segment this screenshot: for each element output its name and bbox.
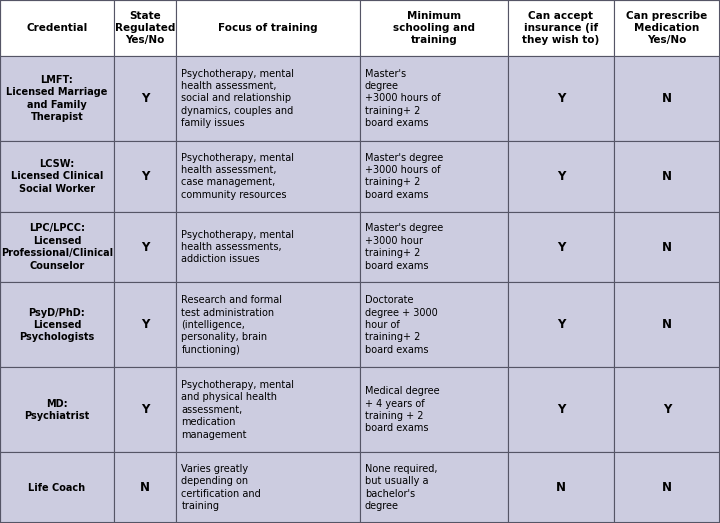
Text: Psychotherapy, mental
health assessment,
case management,
community resources: Psychotherapy, mental health assessment,… [181,153,294,200]
Bar [0,282,114,367]
Text: Y: Y [141,241,149,254]
Bar [614,282,720,367]
Bar [0,141,114,212]
Text: LCSW:
Licensed Clinical
Social Worker: LCSW: Licensed Clinical Social Worker [11,159,103,194]
Text: Psychotherapy, mental
health assessment,
social and relationship
dynamics, coupl: Psychotherapy, mental health assessment,… [181,69,294,128]
Bar [114,212,176,282]
Bar [114,0,176,56]
Bar [508,0,614,56]
Bar [508,282,614,367]
Text: Psychotherapy, mental
and physical health
assessment,
medication
management: Psychotherapy, mental and physical healt… [181,380,294,439]
Bar [360,452,508,523]
Text: N: N [662,481,672,494]
Bar [176,367,360,452]
Text: Y: Y [663,403,671,416]
Text: Y: Y [557,241,565,254]
Bar [176,56,360,141]
Text: Y: Y [557,170,565,183]
Bar [114,367,176,452]
Text: Minimum
schooling and
training: Minimum schooling and training [393,10,474,46]
Bar [0,56,114,141]
Bar [176,452,360,523]
Text: None required,
but usually a
bachelor's
degree: None required, but usually a bachelor's … [365,464,438,511]
Bar [360,141,508,212]
Text: Focus of training: Focus of training [218,23,318,33]
Text: N: N [662,92,672,105]
Text: N: N [662,170,672,183]
Text: LMFT:
Licensed Marriage
and Family
Therapist: LMFT: Licensed Marriage and Family Thera… [6,75,107,122]
Bar [0,0,114,56]
Text: Master's
degree
+3000 hours of
training+ 2
board exams: Master's degree +3000 hours of training+… [365,69,441,128]
Text: Y: Y [141,170,149,183]
Bar [614,141,720,212]
Bar [176,282,360,367]
Bar [614,212,720,282]
Text: State
Regulated
Yes/No: State Regulated Yes/No [115,10,175,46]
Text: Y: Y [141,319,149,332]
Bar [614,56,720,141]
Bar [614,452,720,523]
Text: Y: Y [557,403,565,416]
Text: Can accept
insurance (if
they wish to): Can accept insurance (if they wish to) [522,10,600,46]
Text: Credential: Credential [26,23,88,33]
Text: Life Coach: Life Coach [28,483,86,493]
Text: Psychotherapy, mental
health assessments,
addiction issues: Psychotherapy, mental health assessments… [181,230,294,265]
Bar [0,367,114,452]
Bar [0,212,114,282]
Bar [360,212,508,282]
Text: PsyD/PhD:
Licensed
Psychologists: PsyD/PhD: Licensed Psychologists [19,308,94,343]
Text: Medical degree
+ 4 years of
training + 2
board exams: Medical degree + 4 years of training + 2… [365,386,440,434]
Bar [508,452,614,523]
Bar [114,452,176,523]
Text: Master's degree
+3000 hours of
training+ 2
board exams: Master's degree +3000 hours of training+… [365,153,444,200]
Bar [176,141,360,212]
Text: N: N [662,241,672,254]
Bar [176,0,360,56]
Bar [508,141,614,212]
Text: Doctorate
degree + 3000
hour of
training+ 2
board exams: Doctorate degree + 3000 hour of training… [365,295,438,355]
Text: Y: Y [141,92,149,105]
Bar [508,367,614,452]
Text: Research and formal
test administration
(intelligence,
personality, brain
functi: Research and formal test administration … [181,295,282,355]
Text: N: N [662,319,672,332]
Bar [114,56,176,141]
Text: MD:
Psychiatrist: MD: Psychiatrist [24,399,89,421]
Bar [508,56,614,141]
Bar [360,56,508,141]
Bar [360,282,508,367]
Text: N: N [140,481,150,494]
Bar [0,452,114,523]
Bar [614,367,720,452]
Bar [360,367,508,452]
Text: Varies greatly
depending on
certification and
training: Varies greatly depending on certificatio… [181,464,261,511]
Bar [114,141,176,212]
Text: Master's degree
+3000 hour
training+ 2
board exams: Master's degree +3000 hour training+ 2 b… [365,223,444,271]
Bar [176,212,360,282]
Text: Y: Y [557,319,565,332]
Bar [114,282,176,367]
Bar [614,0,720,56]
Text: LPC/LPCC:
Licensed
Professional/Clinical
Counselor: LPC/LPCC: Licensed Professional/Clinical… [1,223,113,271]
Text: Y: Y [557,92,565,105]
Text: Y: Y [141,403,149,416]
Text: N: N [556,481,566,494]
Bar [360,0,508,56]
Text: Can prescribe
Medication
Yes/No: Can prescribe Medication Yes/No [626,10,708,46]
Bar [508,212,614,282]
